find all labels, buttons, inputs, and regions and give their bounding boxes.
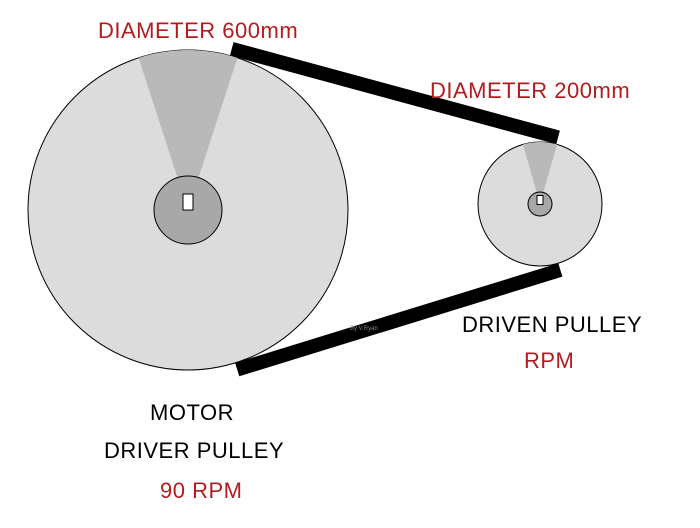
label-driven-diameter: DIAMETER 200mm — [430, 78, 630, 104]
label-driver-pulley: DRIVER PULLEY — [104, 438, 284, 464]
diagram-stage: DIAMETER 600mm DIAMETER 200mm MOTOR DRIV… — [0, 0, 700, 528]
label-driven-rpm: RPM — [524, 348, 574, 374]
credit-text: By V.Ryan — [350, 326, 378, 332]
label-motor: MOTOR — [150, 400, 234, 426]
label-driven-pulley: DRIVEN PULLEY — [462, 312, 642, 338]
label-driver-rpm: 90 RPM — [160, 478, 242, 504]
driven-pulley — [478, 142, 602, 266]
driver-pulley — [28, 50, 348, 370]
label-driver-diameter: DIAMETER 600mm — [98, 18, 298, 44]
